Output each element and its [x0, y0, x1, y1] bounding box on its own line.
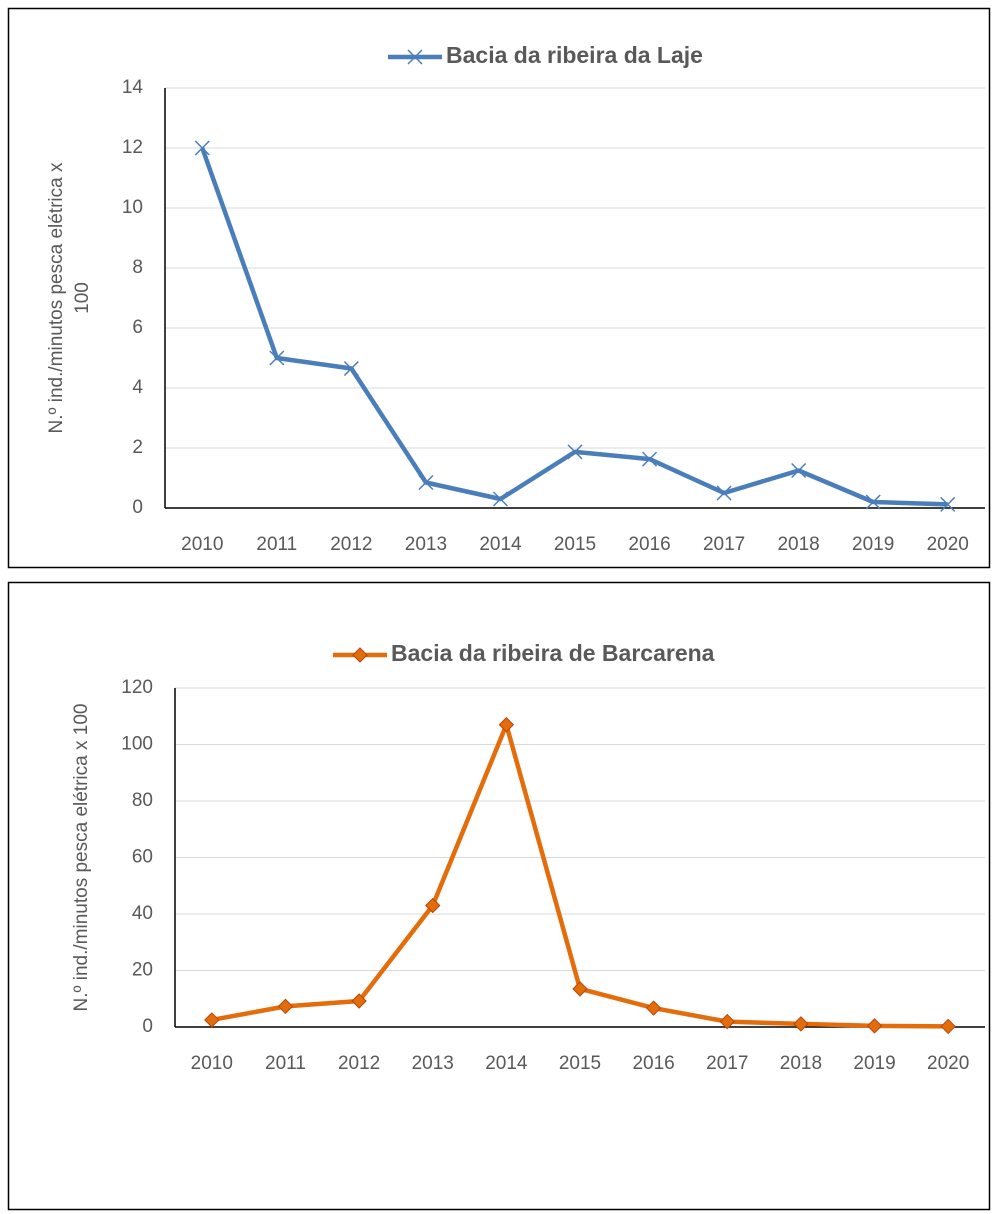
x-tick-label: 2020: [927, 534, 969, 555]
x-tick-label: 2020: [927, 1053, 969, 1074]
marker: [940, 1018, 956, 1035]
marker: [269, 350, 285, 366]
marker: [572, 981, 588, 997]
marker: [719, 1013, 735, 1030]
x-tick-label: 2019: [852, 534, 894, 555]
y-tick-label: 0: [142, 1016, 153, 1037]
marker: [642, 451, 658, 467]
x-tick-label: 2016: [632, 1053, 674, 1074]
x-tick-label: 2018: [777, 534, 819, 555]
x-tick-label: 2012: [338, 1053, 380, 1074]
x-tick-label: 2017: [706, 1053, 748, 1074]
x-tick-label: 2010: [191, 1053, 233, 1074]
marker: [793, 1016, 809, 1032]
marker: [194, 140, 210, 156]
legend-label: Bacia da ribeira da Laje: [446, 42, 703, 68]
marker: [866, 1018, 883, 1034]
marker: [645, 1000, 662, 1016]
marker: [791, 462, 807, 479]
x-tick-label: 2015: [554, 534, 596, 555]
y-tick-label: 10: [122, 197, 143, 218]
marker: [204, 1012, 220, 1028]
marker: [343, 360, 359, 377]
y-tick-label: 14: [122, 77, 144, 98]
y-axis-label: N.º ind./minutos pesca elétrica x 100: [46, 162, 93, 433]
legend-marker: [407, 49, 423, 65]
y-tick-label: 8: [132, 257, 143, 278]
x-tick-label: 2018: [780, 1053, 822, 1074]
x-tick-label: 2014: [479, 534, 522, 555]
x-tick-label: 2014: [485, 1053, 528, 1074]
marker: [425, 897, 441, 914]
marker: [716, 485, 732, 501]
x-tick-label: 2013: [412, 1053, 454, 1074]
y-tick-label: 0: [132, 497, 143, 518]
x-tick-label: 2017: [703, 534, 745, 555]
y-tick-label: 100: [121, 734, 153, 755]
marker: [277, 998, 294, 1015]
marker: [492, 491, 508, 507]
marker: [351, 993, 367, 1009]
chart-frame: [7, 7, 991, 569]
marker: [567, 444, 583, 460]
y-tick-label: 80: [132, 790, 153, 811]
x-tick-label: 2015: [559, 1053, 601, 1074]
y-tick-label: 20: [132, 960, 153, 981]
y-tick-label: 12: [122, 137, 143, 158]
y-tick-label: 60: [132, 847, 153, 868]
x-tick-label: 2011: [265, 1053, 306, 1074]
marker: [498, 717, 515, 733]
legend-marker: [352, 647, 368, 663]
x-tick-label: 2011: [256, 534, 297, 555]
chart-frame: [7, 581, 991, 1211]
marker: [940, 496, 956, 512]
y-tick-label: 2: [132, 437, 143, 458]
y-tick-label: 40: [132, 903, 153, 924]
y-tick-label: 4: [132, 377, 143, 398]
y-axis-label: N.º ind./minutos pesca elétrica x 100: [71, 704, 92, 1012]
x-tick-label: 2016: [628, 534, 670, 555]
marker: [865, 494, 881, 510]
x-tick-label: 2013: [405, 534, 447, 555]
x-tick-label: 2010: [181, 534, 223, 555]
y-tick-label: 6: [132, 317, 143, 338]
x-tick-label: 2019: [853, 1053, 895, 1074]
y-tick-label: 120: [121, 677, 153, 698]
marker: [418, 474, 434, 491]
x-tick-label: 2012: [330, 534, 372, 555]
legend-label: Bacia da ribeira de Barcarena: [391, 640, 715, 666]
